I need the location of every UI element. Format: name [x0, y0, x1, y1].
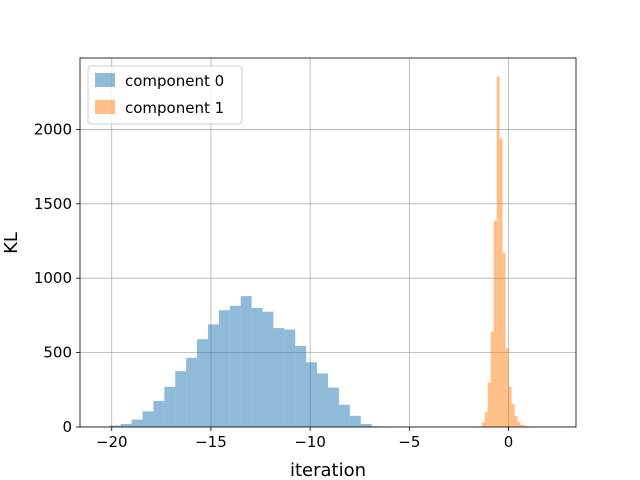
- y-tick-label: 0: [62, 418, 72, 436]
- x-tick-label: 0: [504, 433, 514, 451]
- histogram-bar-component-0: [306, 362, 318, 427]
- legend-label-component-0: component 0: [125, 72, 224, 90]
- legend-box: [87, 65, 243, 125]
- histogram-bar-component-0: [207, 324, 219, 427]
- histogram-bar-component-1: [481, 422, 485, 427]
- histogram-bar-component-0: [317, 373, 328, 427]
- x-tick-label: −20: [96, 433, 128, 451]
- histogram-bar-component-0: [284, 329, 296, 427]
- axis-ticks: −20 −15 −10 −5 0 0 500 1000 1500 2000: [34, 120, 514, 451]
- histogram-bar-component-1: [517, 421, 521, 427]
- histogram-bar-component-0: [229, 305, 241, 427]
- x-tick-label: −10: [294, 433, 326, 451]
- y-axis-title: KL: [1, 232, 22, 254]
- histogram-bar-component-1: [523, 425, 527, 427]
- legend-swatch-component-1: [95, 100, 115, 114]
- histogram-bar-component-0: [164, 386, 176, 427]
- plot-frame: [79, 57, 577, 428]
- y-tick-label: 1500: [34, 195, 72, 213]
- histogram-bar-component-0: [175, 371, 187, 427]
- histogram-bar-component-0: [131, 419, 143, 427]
- x-tick-label: −15: [195, 433, 227, 451]
- histogram-bar-component-1: [499, 138, 503, 427]
- histogram-bar-component-1: [487, 382, 491, 427]
- histogram-bar-component-0: [360, 424, 372, 427]
- histogram-bar-component-1: [502, 252, 506, 427]
- histogram-bar-component-1: [505, 348, 509, 427]
- histogram-bar-component-0: [109, 425, 121, 427]
- y-tick-label: 2000: [34, 120, 72, 138]
- y-tick-label: 1000: [34, 269, 72, 287]
- histogram-bar-component-0: [349, 415, 361, 427]
- histogram-bar-component-1: [511, 403, 515, 427]
- histogram-bar-component-0: [142, 411, 154, 427]
- legend-swatch-component-0: [95, 73, 115, 87]
- histogram-bar-component-1: [496, 76, 500, 428]
- y-tick-label: 500: [43, 344, 72, 362]
- histogram-bar-component-0: [186, 357, 198, 427]
- histogram-bar-component-1: [520, 424, 524, 427]
- histogram-bar-component-0: [262, 311, 274, 427]
- bars: [109, 76, 539, 428]
- histogram-bar-component-1: [508, 386, 512, 427]
- histogram-bar-component-0: [338, 404, 350, 427]
- histogram-bar-component-0: [120, 424, 132, 427]
- histogram-bar-component-0: [273, 328, 285, 427]
- legend: component 0 component 1: [87, 65, 243, 125]
- histogram-bar-component-1: [484, 412, 488, 427]
- histogram-bar-component-0: [328, 387, 339, 427]
- histogram-bar-component-0: [240, 296, 252, 427]
- x-tick-label: −5: [398, 433, 420, 451]
- histogram-bar-component-0: [153, 400, 165, 427]
- histogram-bar-component-1: [490, 331, 494, 427]
- histogram-bar-component-0: [197, 339, 208, 427]
- x-axis-title: iteration: [290, 460, 366, 480]
- legend-label-component-1: component 1: [125, 99, 224, 117]
- histogram-bar-component-0: [251, 307, 263, 427]
- histogram-bar-component-0: [218, 310, 230, 427]
- histogram-bar-component-0: [295, 345, 307, 427]
- histogram-bar-component-1: [493, 220, 497, 427]
- histogram-bar-component-1: [514, 415, 518, 427]
